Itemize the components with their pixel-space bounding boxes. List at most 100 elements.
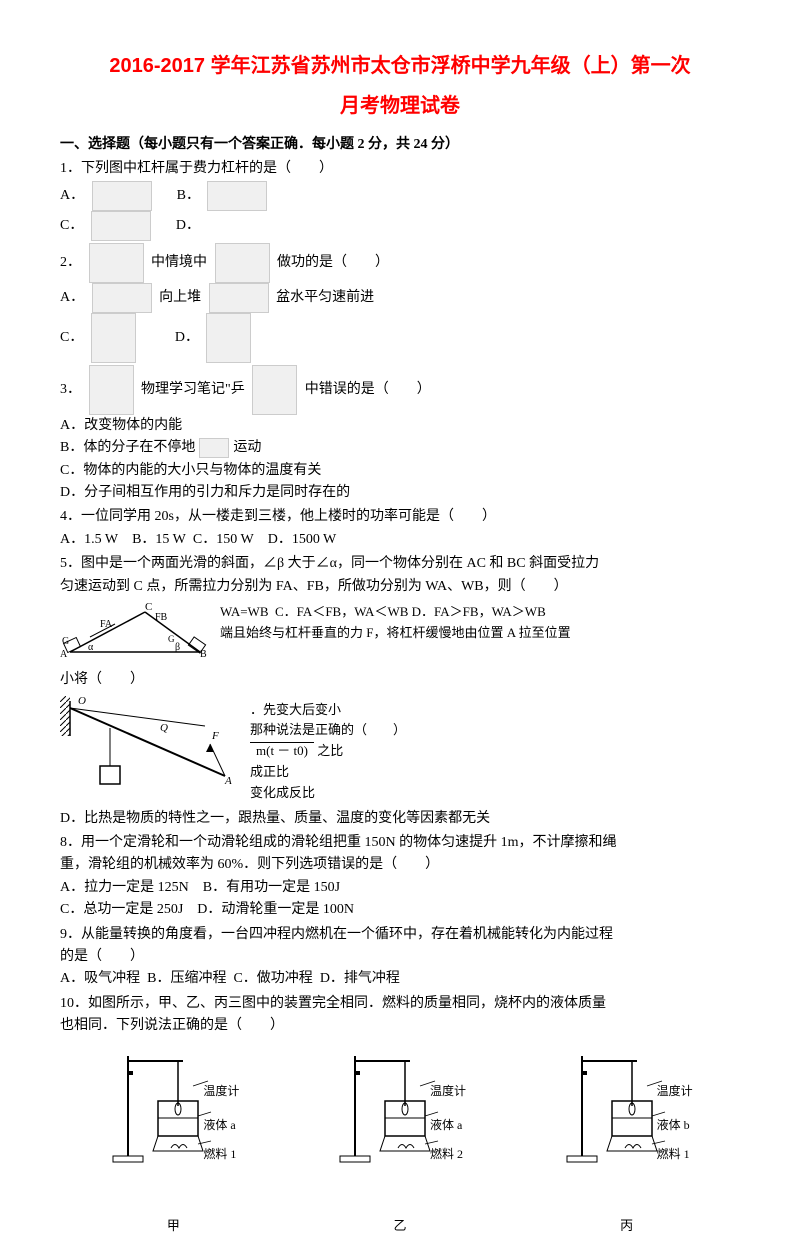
label-thermo-3: 温度计: [657, 1082, 697, 1101]
q2-img-a: [92, 283, 152, 313]
q1-img-a: [92, 181, 152, 211]
q4-options: A．1.5 W B．15 W C．150 W D．1500 W: [60, 529, 740, 551]
q5-extra2-text: 小将（ ）: [60, 672, 144, 687]
q2-prefix: 2．: [60, 255, 81, 270]
q5-d: D．FA＞FB，WA＞WB: [412, 604, 546, 619]
q1-options-row1: A． B．: [60, 181, 740, 211]
q5-triangle-diagram: C G FA FB α β A B G: [60, 602, 210, 665]
q3-b-suffix: 运动: [233, 440, 261, 455]
label-fuel-3: 燃料 1: [657, 1145, 697, 1164]
q2-text-a: 向上堆: [159, 290, 201, 305]
question-10: 10．如图所示，甲、乙、丙三图中的装置完全相同．燃料的质量相同，烧杯内的液体质量…: [60, 993, 740, 1237]
q2-text-b: 盆水平匀速前进: [276, 290, 374, 305]
q5-stem1: 5．图中是一个两面光滑的斜面，∠β 大于∠α，同一个物体分别在 AC 和 BC …: [60, 553, 740, 575]
q2-suffix: 做功的是（ ）: [277, 255, 389, 270]
q3-img-1: [89, 365, 134, 415]
caption-yi: 乙: [330, 1216, 470, 1237]
svg-text:G: G: [168, 634, 175, 644]
q3-img-2: [252, 365, 297, 415]
q3-mid: 物理学习笔记"乒: [141, 382, 245, 397]
q5-extra2: 小将（ ）: [60, 669, 740, 691]
q9-stem2: 的是（ ）: [60, 946, 740, 968]
q1-opt-b: B．: [177, 188, 200, 203]
q2-stem: 2． 中情境中 做功的是（ ）: [60, 243, 740, 283]
svg-text:FB: FB: [155, 612, 168, 623]
svg-text:A: A: [60, 649, 68, 657]
q8-c: C．总功一定是 250J: [60, 902, 183, 917]
q3-opt-d: D．分子间相互作用的引力和斥力是同时存在的: [60, 482, 740, 504]
question-4: 4．一位同学用 20s，从一楼走到三楼，他上楼时的功率可能是（ ） A．1.5 …: [60, 506, 740, 551]
q5-extra1: 端且始终与杠杆垂直的力 F，将杠杆缓慢地由位置 A 拉至位置: [220, 625, 571, 640]
q8-row2: C．总功一定是 250J D．动滑轮重一定是 100N: [60, 899, 740, 921]
q2-img-1: [89, 243, 144, 283]
q2-img-b: [209, 283, 269, 313]
q8-d: D．动滑轮重一定是 100N: [197, 902, 354, 917]
question-5: 5．图中是一个两面光滑的斜面，∠β 大于∠α，同一个物体分别在 AC 和 BC …: [60, 553, 740, 692]
label-fuel-2: 燃料 2: [430, 1145, 470, 1164]
q2-row-c: C． D．: [60, 313, 740, 363]
q8-a: A．拉力一定是 125N: [60, 880, 189, 895]
q10-stem1: 10．如图所示，甲、乙、丙三图中的装置完全相同．燃料的质量相同，烧杯内的液体质量: [60, 993, 740, 1015]
lever-diagram: O F A Q: [60, 696, 240, 799]
q67-l5: 变化成反比: [250, 785, 315, 800]
q8-b: B．有用功一定是 150J: [203, 880, 340, 895]
q1-img-c: [91, 211, 151, 241]
q2-opt-d: D．: [175, 330, 199, 345]
q3-suffix: 中错误的是（ ）: [305, 382, 431, 397]
q4-b: B．15 W: [132, 532, 186, 547]
q1-stem: 1．下列图中杠杆属于费力杠杆的是（ ）: [60, 158, 740, 180]
q4-a: A．1.5 W: [60, 532, 118, 547]
q9-c: C．做功冲程: [233, 971, 312, 986]
q3-a-text: 改变物体的内能: [84, 418, 182, 433]
q67-formula: m(t － t0): [250, 742, 314, 758]
q2-img-c: [91, 313, 136, 363]
q67-l3: 之比: [317, 743, 343, 758]
label-fuel-1: 燃料 1: [203, 1145, 243, 1164]
q9-options: A．吸气冲程 B．压缩冲程 C．做功冲程 D．排气冲程: [60, 968, 740, 990]
q10-diagrams: 温度计 液体 a 燃料 1 甲: [60, 1046, 740, 1237]
q3-prefix: 3．: [60, 382, 81, 397]
q10-stem2: 也相同．下列说法正确的是（ ）: [60, 1015, 740, 1037]
q5-c: C．FA＜FB，WA＜WB: [275, 604, 408, 619]
question-3: 3． 物理学习笔记"乒 中错误的是（ ） A．改变物体的内能 B．体的分子在不停…: [60, 365, 740, 505]
q1-opt-d: D．: [176, 218, 200, 233]
svg-text:Q: Q: [160, 722, 168, 734]
svg-text:A: A: [224, 775, 232, 787]
question-9: 9．从能量转换的角度看，一台四冲程内燃机在一个循环中，存在着机械能转化为内能过程…: [60, 924, 740, 991]
q3-opt-b: B．体的分子在不停地运动: [60, 437, 740, 459]
q2-row-a: A． 向上堆 盆水平匀速前进: [60, 283, 740, 313]
q67-l2: 那种说法是正确的（ ）: [250, 722, 406, 737]
svg-text:O: O: [78, 696, 86, 707]
svg-text:α: α: [88, 642, 94, 653]
svg-text:C: C: [145, 602, 152, 613]
q4-d: D．1500 W: [268, 532, 337, 547]
q3-opt-c: C．物体的内能的大小只与物体的温度有关: [60, 460, 740, 482]
q5-opts-text: WA=WB C．FA＜FB，WA＜WB D．FA＞FB，WA＞WB 端且始终与杠…: [220, 602, 571, 644]
q8-stem2: 重，滑轮组的机械效率为 60%．则下列选项错误的是（ ）: [60, 854, 740, 876]
q4-stem: 4．一位同学用 20s，从一楼走到三楼，他上楼时的功率可能是（ ）: [60, 506, 740, 528]
caption-bing: 丙: [557, 1216, 697, 1237]
caption-jia: 甲: [103, 1216, 243, 1237]
label-thermo-1: 温度计: [203, 1082, 243, 1101]
q1-opt-a: A．: [60, 188, 84, 203]
q2-opt-a: A．: [60, 290, 84, 305]
exam-title-line2: 月考物理试卷: [60, 90, 740, 122]
svg-text:B: B: [200, 649, 207, 657]
question-2: 2． 中情境中 做功的是（ ） A． 向上堆 盆水平匀速前进 C． D．: [60, 243, 740, 363]
beaker-bing: 温度计 液体 b 燃料 1 丙: [557, 1046, 697, 1237]
question-8: 8．用一个定滑轮和一个动滑轮组成的滑轮组把重 150N 的物体匀速提升 1m，不…: [60, 832, 740, 922]
q3-opt-a: A．改变物体的内能: [60, 415, 740, 437]
question-1: 1．下列图中杠杆属于费力杠杆的是（ ） A． B． C． D．: [60, 158, 740, 240]
q2-mid: 中情境中: [151, 255, 207, 270]
svg-text:F: F: [211, 730, 219, 742]
q3-b-img: [199, 438, 229, 458]
q1-opt-c: C．: [60, 218, 83, 233]
q2-img-2: [215, 243, 270, 283]
q67-l1: ．先变大后变小: [250, 702, 341, 717]
q2-opt-c: C．: [60, 330, 83, 345]
svg-text:β: β: [175, 642, 180, 653]
q4-c: C．150 W: [193, 532, 254, 547]
question-6-7: O F A Q ．先变大后变小 那种说法是正确的（ ） m(t － t0) 之比…: [60, 696, 740, 830]
q3-stem: 3． 物理学习笔记"乒 中错误的是（ ）: [60, 365, 740, 415]
q6-7-text: ．先变大后变小 那种说法是正确的（ ） m(t － t0) 之比 成正比 变化成…: [250, 696, 406, 804]
